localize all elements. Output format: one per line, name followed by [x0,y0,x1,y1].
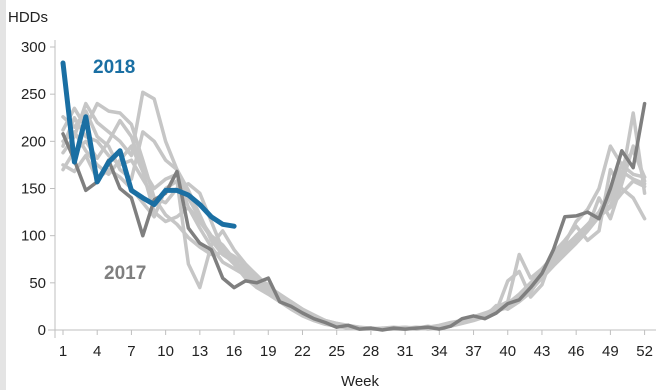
y-tick-label: 300 [21,39,46,56]
series-line-other-year [61,130,647,331]
series-line-other-year [61,118,647,331]
x-tick-label: 34 [431,343,448,360]
series-line-other-year [61,109,647,331]
x-tick-label: 46 [568,343,585,360]
x-tick-label: 28 [363,343,380,360]
y-tick-label: 150 [21,181,46,198]
x-tick-label: 10 [157,343,174,360]
x-tick-label: 52 [636,343,653,360]
y-tick-label: 0 [38,322,46,339]
x-tick-label: 13 [192,343,209,360]
y-tick-label: 50 [29,275,46,292]
x-tick-label: 43 [534,343,551,360]
x-tick-label: 1 [59,343,67,360]
x-tick-label: 16 [226,343,243,360]
y-tick-label: 250 [21,86,46,103]
x-tick-label: 31 [397,343,414,360]
tick-labels: 0 50 100 150 200 250 300 1 4 7 10 13 16 19 22 25 28 31 34 3… [21,39,653,360]
x-tick-label: 37 [465,343,482,360]
y-tick-label: 100 [21,228,46,245]
x-axis-title: Week [341,373,380,390]
series-line-2018 [60,60,237,229]
x-tick-label: 4 [93,343,101,360]
y-tick-label: 200 [21,133,46,150]
x-tick-label: 7 [127,343,135,360]
x-tick-label: 40 [499,343,516,360]
left-edge-strip [0,0,6,390]
series-line-other-year [61,116,647,331]
x-tick-label: 19 [260,343,277,360]
x-tick-label: 22 [294,343,311,360]
x-tick-label: 25 [328,343,345,360]
series-label-2017: 2017 [104,263,146,284]
x-tick-label: 49 [602,343,619,360]
axes [48,40,656,338]
series-layer [60,60,647,332]
series-label-2018: 2018 [93,57,135,78]
series-line-other-year [61,111,647,331]
y-axis-title: HDDs [8,9,48,26]
